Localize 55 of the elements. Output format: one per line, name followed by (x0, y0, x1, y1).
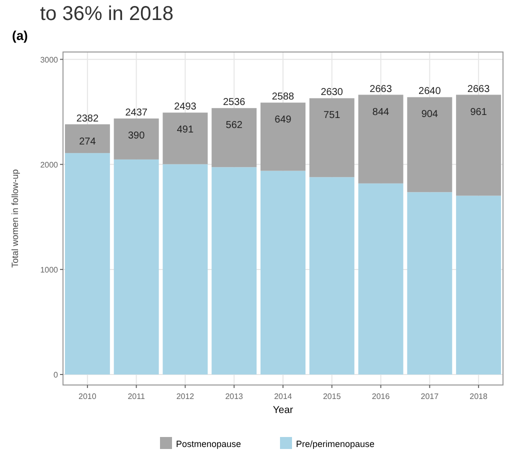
bar (358, 183, 404, 374)
x-tick-label: 2010 (78, 392, 97, 401)
total-label: 2663 (370, 84, 392, 95)
legend-label: Pre/perimenopause (296, 439, 375, 449)
legend-label: Postmenopause (176, 439, 242, 449)
x-tick-label: 2015 (322, 392, 342, 401)
bar (64, 153, 110, 374)
total-label: 2437 (125, 107, 148, 118)
chart-subtitle: (a) (12, 28, 28, 43)
bar (309, 177, 354, 374)
total-label: 2663 (467, 84, 490, 95)
data-label: 844 (372, 106, 390, 118)
bar (114, 159, 159, 374)
total-label: 2493 (174, 102, 197, 113)
data-label: 649 (274, 114, 292, 126)
x-tick-label: 2011 (128, 392, 146, 401)
data-label: 562 (226, 120, 243, 132)
data-label: 390 (128, 130, 146, 142)
x-tick-label: 2014 (274, 392, 292, 401)
total-label: 2382 (76, 113, 100, 124)
x-tick-label: 2018 (470, 392, 488, 401)
bar (358, 94, 404, 184)
total-label: 2640 (418, 86, 442, 98)
x-tick-label: 2017 (420, 392, 440, 401)
bar (407, 97, 452, 192)
total-label: 2536 (222, 97, 246, 108)
bar (162, 164, 208, 374)
bar (114, 118, 159, 160)
y-tick-label: 3000 (40, 55, 59, 64)
x-axis-title: Year (272, 405, 294, 416)
total-label: 2588 (272, 92, 295, 103)
bar (212, 167, 257, 374)
bar (162, 112, 208, 164)
data-label: 274 (79, 136, 96, 148)
chart-title: to 36% in 2018 (40, 3, 174, 25)
x-tick-label: 2016 (372, 392, 390, 401)
bar (456, 196, 502, 374)
bar (407, 192, 452, 374)
data-label: 904 (421, 109, 438, 120)
y-axis-title: Total women in follow-up (10, 169, 20, 268)
y-tick-label: 1000 (40, 265, 59, 274)
y-tick-label: 0 (54, 370, 59, 380)
x-tick-label: 2012 (176, 392, 195, 401)
x-tick-label: 2013 (225, 392, 244, 401)
data-label: 491 (176, 124, 194, 136)
y-tick-label: 2000 (40, 160, 59, 170)
data-label: 961 (470, 106, 488, 118)
data-label: 751 (324, 110, 341, 122)
bar (212, 108, 257, 168)
bar (260, 102, 306, 171)
bar (64, 124, 110, 154)
bar (456, 94, 502, 196)
bar (260, 170, 306, 374)
total-label: 2630 (320, 87, 344, 98)
bar (309, 98, 354, 178)
